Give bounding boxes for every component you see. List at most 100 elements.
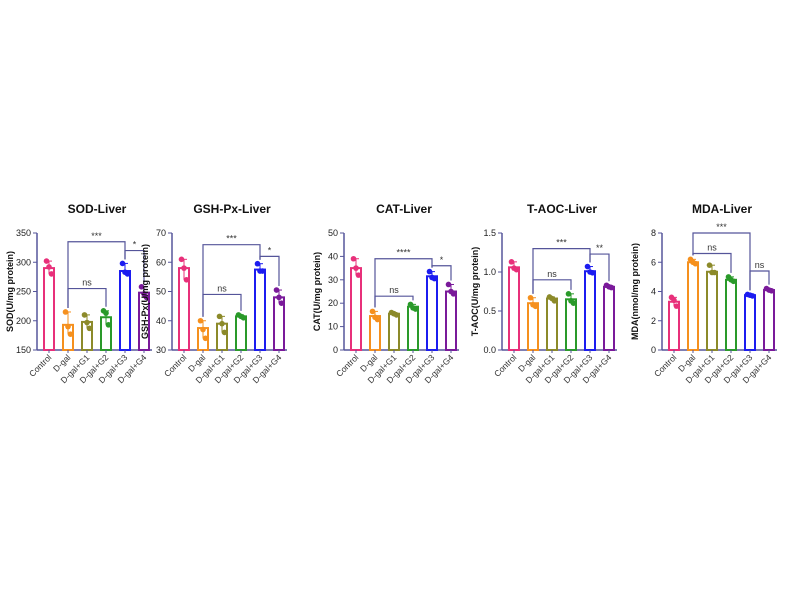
bar — [445, 290, 457, 351]
data-point — [124, 271, 131, 277]
y-axis-label: T-AOC(U/mg protein) — [470, 247, 480, 337]
data-point — [673, 303, 680, 309]
significance-label: ns — [217, 283, 227, 293]
bar — [43, 267, 55, 352]
significance-bracket — [532, 248, 591, 294]
bar — [687, 261, 699, 351]
data-point — [105, 322, 112, 328]
y-axis-label: MDA(nmol/mg protein) — [630, 243, 640, 340]
data-point — [119, 260, 126, 267]
y-tick-label: 4 — [651, 287, 656, 297]
significance-bracket — [749, 270, 770, 291]
data-point — [353, 265, 359, 271]
y-tick-label: 150 — [16, 345, 31, 355]
significance-bracket — [124, 249, 145, 283]
data-point — [369, 308, 376, 315]
y-tick-label: 20 — [328, 298, 338, 308]
y-tick-label: 200 — [16, 316, 31, 326]
data-point — [513, 266, 520, 273]
bar — [508, 266, 520, 352]
significance-bracket — [692, 252, 732, 273]
significance-label: ns — [82, 278, 92, 288]
data-point — [254, 260, 261, 267]
data-point — [570, 300, 577, 307]
significance-label: *** — [556, 238, 567, 248]
significance-label: * — [133, 240, 137, 250]
data-point — [103, 310, 109, 316]
bar — [426, 275, 438, 352]
y-tick-label: 70 — [156, 228, 166, 238]
y-tick-label: 350 — [16, 228, 31, 238]
data-point — [768, 287, 775, 294]
significance-label: * — [268, 245, 272, 255]
data-point — [178, 256, 185, 263]
y-tick-label: 10 — [328, 322, 338, 332]
data-point — [706, 262, 713, 268]
data-point — [197, 317, 204, 324]
bar — [546, 297, 558, 351]
x-tick-label: Control — [27, 352, 54, 379]
y-tick-label: 0 — [333, 345, 338, 355]
chart-title: SOD-Liver — [68, 202, 127, 216]
x-tick-label: Control — [162, 352, 189, 379]
data-point — [692, 260, 699, 267]
data-point — [671, 297, 677, 304]
bar — [350, 267, 362, 352]
data-point — [276, 294, 282, 301]
y-tick-label: 0.5 — [483, 306, 496, 316]
y-tick-label: 0 — [651, 345, 656, 355]
significance-label: **** — [396, 248, 411, 258]
bar — [668, 300, 680, 351]
data-point — [508, 259, 515, 265]
chart-title: MDA-Liver — [692, 202, 752, 216]
data-point — [221, 329, 228, 336]
significance-label: ** — [596, 243, 604, 253]
y-tick-label: 300 — [16, 257, 31, 267]
bar — [744, 294, 756, 351]
data-point — [350, 255, 357, 262]
chart-title: CAT-Liver — [376, 202, 432, 216]
data-point — [608, 284, 615, 291]
bar — [235, 315, 247, 351]
y-tick-label: 6 — [651, 257, 656, 267]
y-tick-label: 60 — [156, 257, 166, 267]
data-point — [86, 325, 93, 332]
data-point — [81, 312, 88, 318]
significance-bracket — [202, 244, 261, 317]
chart-panel-2: GSH-Px-Liver 30 40 50 60 70 GSH-Px(U/mg protei… — [140, 202, 287, 385]
data-point — [450, 291, 457, 297]
significance-label: ns — [547, 269, 557, 279]
data-point — [219, 320, 225, 327]
data-point — [138, 284, 145, 290]
data-point — [527, 294, 534, 301]
significance-bracket — [532, 279, 572, 294]
data-point — [67, 331, 74, 338]
y-axis-label: SOD(U/mg protein) — [5, 251, 15, 332]
significance-label: ns — [707, 242, 717, 252]
significance-bracket — [202, 293, 242, 317]
data-point — [62, 309, 69, 315]
data-point — [84, 319, 90, 326]
significance-bracket — [67, 287, 107, 308]
bar — [254, 268, 266, 351]
chart-panel-1: SOD-Liver 150 200 250 300 350 SOD(U/mg protein… — [5, 202, 152, 385]
data-point — [584, 263, 591, 270]
data-point — [532, 303, 539, 310]
data-point — [565, 291, 572, 297]
data-point — [181, 265, 187, 271]
y-tick-label: 8 — [651, 228, 656, 238]
bar — [706, 270, 718, 352]
data-point — [216, 313, 223, 320]
y-tick-label: 1.0 — [483, 267, 496, 277]
x-tick-label: Control — [334, 352, 361, 379]
data-point — [200, 326, 206, 333]
data-point — [730, 278, 737, 285]
y-tick-label: 50 — [328, 228, 338, 238]
significance-label: *** — [716, 222, 727, 232]
significance-label: *** — [226, 234, 237, 244]
significance-bracket — [374, 295, 414, 308]
y-tick-label: 30 — [156, 345, 166, 355]
data-point — [412, 306, 419, 312]
significance-label: ns — [389, 285, 399, 295]
significance-bracket — [589, 253, 610, 282]
